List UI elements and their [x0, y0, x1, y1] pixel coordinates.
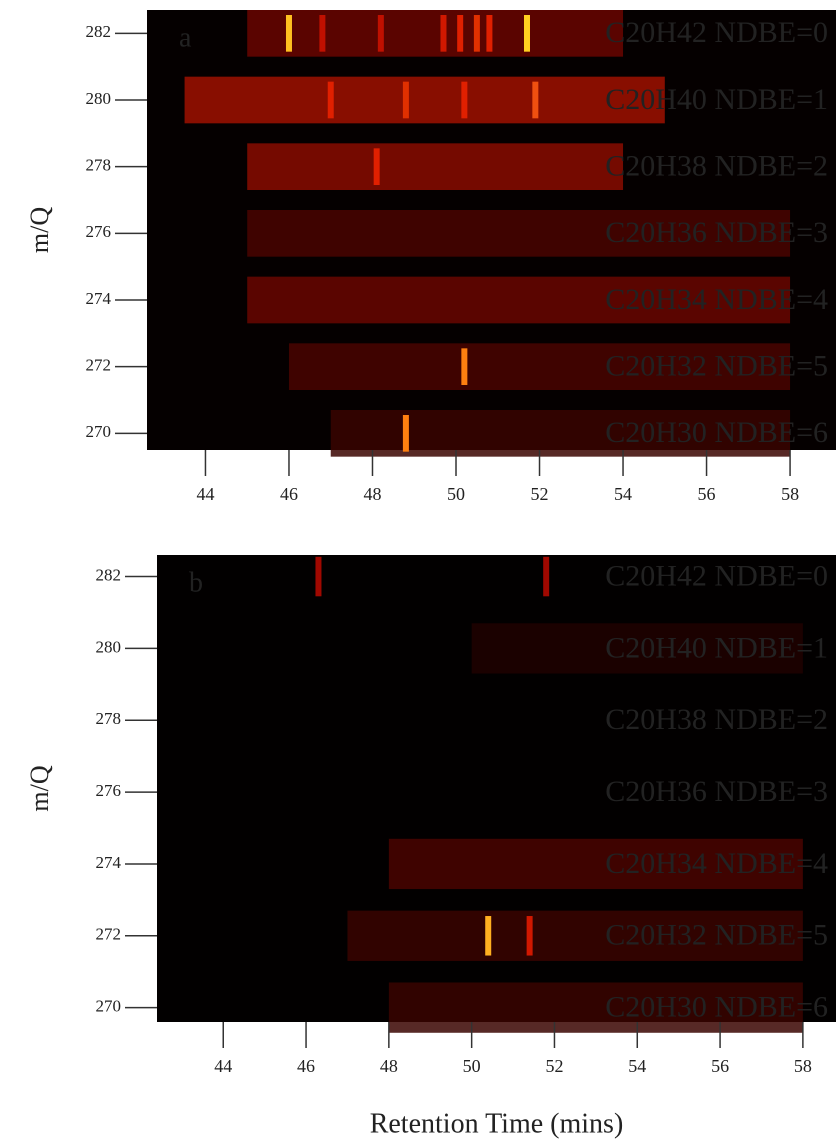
peak: [526, 916, 533, 956]
band: [247, 276, 791, 324]
row-label: C20H38 NDBE=2: [605, 703, 828, 736]
peak: [532, 81, 539, 119]
y-tick-label: 282: [96, 565, 122, 584]
x-tick-label: 50: [463, 1056, 481, 1076]
peak: [327, 81, 334, 119]
band: [247, 143, 624, 190]
row-label: C20H34 NDBE=4: [605, 283, 828, 316]
band: [247, 210, 791, 257]
band: [184, 76, 665, 124]
y-tick-label: 274: [96, 853, 122, 872]
peak: [440, 15, 447, 52]
x-tick-label: 58: [781, 484, 799, 504]
y-tick-label: 280: [96, 637, 122, 656]
peak: [461, 348, 468, 385]
x-tick-label: 54: [628, 1056, 646, 1076]
x-tick-label: 52: [531, 484, 549, 504]
peak: [285, 15, 292, 52]
x-tick-label: 54: [614, 484, 632, 504]
x-tick-label: 50: [447, 484, 465, 504]
peak: [486, 15, 493, 52]
band: [388, 838, 803, 890]
peak: [523, 15, 530, 52]
peak: [402, 415, 409, 452]
band: [388, 982, 803, 1033]
y-tick-label: 276: [86, 222, 112, 241]
peak: [377, 15, 384, 52]
row-label: C20H40 NDBE=1: [605, 83, 828, 116]
row-label: C20H36 NDBE=3: [605, 216, 828, 249]
peak: [461, 81, 468, 119]
x-tick-label: 48: [380, 1056, 398, 1076]
peak: [457, 15, 464, 52]
row-label: C20H36 NDBE=3: [605, 775, 828, 808]
row-label: C20H32 NDBE=5: [605, 350, 828, 383]
band: [347, 910, 803, 961]
y-axis-label: m/Q: [25, 207, 54, 253]
band: [288, 343, 791, 390]
peak: [473, 15, 480, 52]
y-tick-label: 270: [96, 997, 122, 1016]
x-tick-label: 48: [363, 484, 381, 504]
y-tick-label: 272: [86, 356, 112, 375]
row-label: C20H38 NDBE=2: [605, 150, 828, 183]
peak: [315, 556, 322, 597]
panel-label: a: [179, 22, 192, 53]
y-tick-label: 270: [86, 422, 112, 441]
peak: [485, 916, 492, 956]
x-tick-label: 56: [698, 484, 716, 504]
row-label: C20H30 NDBE=6: [605, 416, 828, 449]
y-tick-label: 278: [86, 156, 112, 175]
x-tick-label: 58: [794, 1056, 812, 1076]
y-tick-label: 280: [86, 89, 112, 108]
peak: [373, 148, 380, 185]
peak: [402, 81, 409, 119]
x-tick-label: 44: [214, 1056, 232, 1076]
y-tick-label: 276: [96, 781, 122, 800]
x-axis-label: Retention Time (mins): [370, 1108, 624, 1139]
row-label: C20H40 NDBE=1: [605, 631, 828, 664]
x-tick-label: 52: [545, 1056, 563, 1076]
x-tick-label: 46: [280, 484, 298, 504]
peak: [543, 556, 550, 597]
row-label: C20H42 NDBE=0: [605, 16, 828, 49]
x-tick-label: 56: [711, 1056, 729, 1076]
y-tick-label: 272: [96, 925, 122, 944]
row-label: C20H42 NDBE=0: [605, 559, 828, 592]
y-tick-label: 274: [86, 289, 112, 308]
y-tick-label: 278: [96, 709, 122, 728]
row-label: C20H34 NDBE=4: [605, 847, 828, 880]
panel-label: b: [189, 567, 203, 598]
band: [471, 623, 803, 674]
row-label: C20H30 NDBE=6: [605, 991, 828, 1024]
band: [247, 10, 624, 57]
x-tick-label: 44: [196, 484, 214, 504]
y-tick-label: 282: [86, 22, 112, 41]
row-label: C20H32 NDBE=5: [605, 919, 828, 952]
y-axis-label: m/Q: [25, 765, 54, 811]
peak: [319, 15, 326, 52]
x-tick-label: 46: [297, 1056, 315, 1076]
